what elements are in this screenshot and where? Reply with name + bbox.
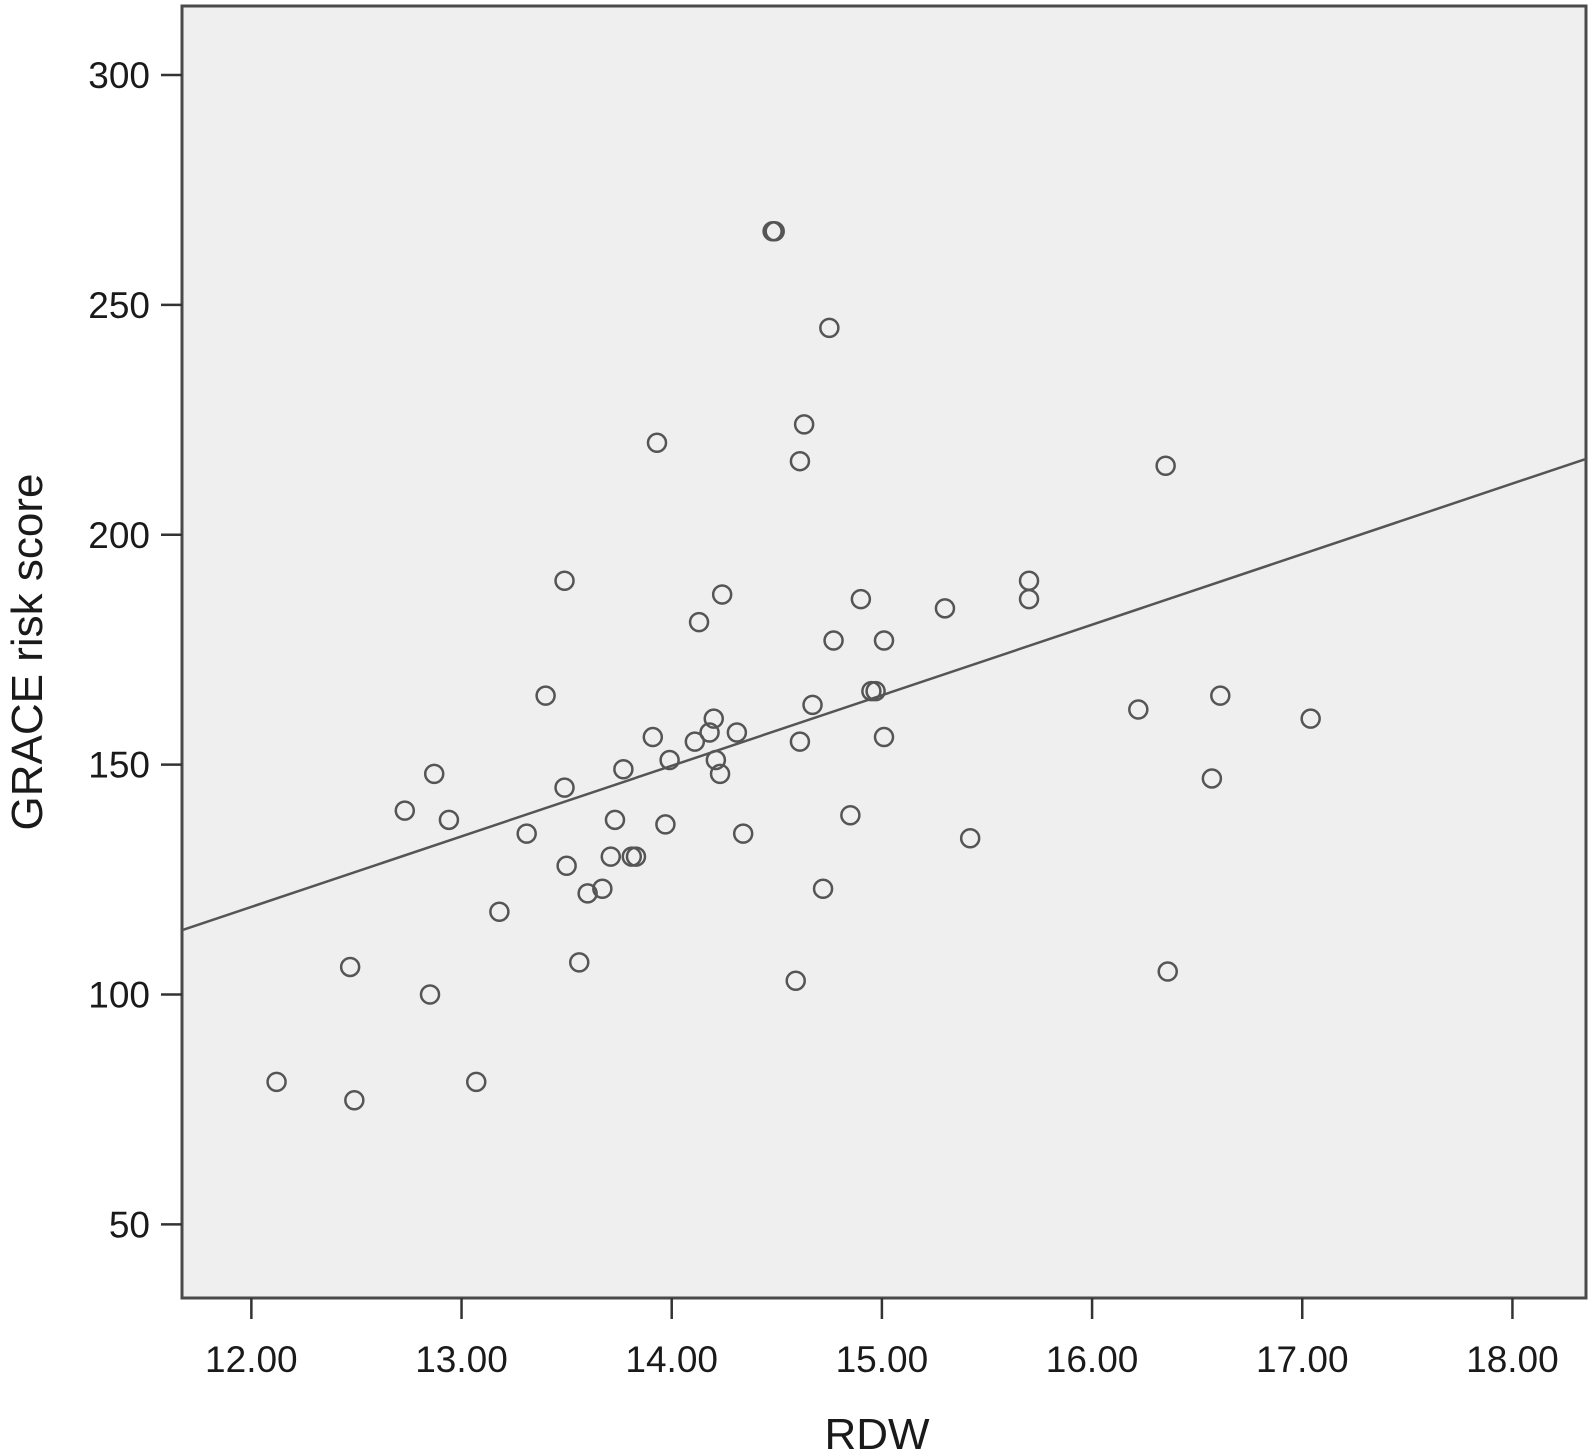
y-tick-label: 250 — [88, 285, 150, 326]
scatter-point — [705, 749, 727, 771]
scatter-point — [489, 901, 510, 923]
scatter-point — [840, 804, 861, 826]
scatter-point — [655, 814, 676, 835]
y-tick-label: 200 — [88, 515, 150, 556]
scatter-point — [732, 823, 754, 844]
scatter-point — [789, 731, 811, 752]
scatter-point — [684, 731, 706, 752]
scatter-point — [873, 726, 895, 748]
scatter-point — [793, 414, 815, 435]
y-axis: 50 100 150 200 250 300 — [88, 55, 182, 1245]
scatter-point — [873, 630, 895, 651]
scatter-point — [535, 685, 556, 706]
scatter-point — [726, 722, 748, 743]
y-tick-label: 50 — [109, 1204, 150, 1245]
scatter-point — [711, 584, 733, 605]
y-tick-label: 100 — [88, 975, 150, 1016]
scatter-point — [764, 221, 785, 242]
scatter-point — [613, 758, 634, 780]
scatter-point — [709, 763, 731, 785]
scatter-point — [339, 956, 361, 978]
x-tick-label: 18.00 — [1466, 1339, 1559, 1380]
scatter-point — [865, 680, 886, 702]
scatter-point — [659, 749, 680, 771]
scatter-point — [688, 611, 710, 633]
scatter-point — [423, 763, 445, 785]
scatter-point — [802, 694, 823, 716]
scatter-point — [1300, 708, 1321, 729]
scatter-point — [823, 630, 844, 651]
scatter-point — [819, 317, 840, 339]
x-tick-label: 15.00 — [836, 1339, 929, 1380]
scatter-point — [812, 878, 834, 900]
data-points — [266, 221, 1321, 1111]
scatter-point — [419, 984, 441, 1005]
scatter-point — [789, 450, 811, 472]
scatter-point — [600, 846, 622, 867]
scatter-point — [266, 1071, 287, 1093]
scatter-point — [1155, 455, 1176, 477]
scatter-point — [516, 823, 537, 844]
scatter-point — [1128, 699, 1149, 720]
scatter-point — [959, 827, 981, 849]
scatter-point — [344, 1090, 365, 1111]
scatter-point — [625, 846, 647, 867]
scatter-point — [850, 588, 872, 610]
scatter-point — [934, 598, 956, 619]
scatter-point — [577, 883, 598, 904]
x-tick-label: 13.00 — [415, 1339, 508, 1380]
x-axis-title: RDW — [824, 1410, 930, 1456]
scatter-point — [1157, 961, 1178, 982]
x-axis: 12.00 13.00 14.00 15.00 16.00 17.00 18.00 — [205, 1298, 1559, 1380]
scatter-point — [394, 800, 416, 821]
scatter-point — [699, 722, 720, 743]
x-tick-label: 16.00 — [1046, 1339, 1139, 1380]
scatter-point — [556, 855, 577, 877]
scatter-point — [466, 1071, 487, 1093]
scatter-point — [646, 432, 668, 454]
scatter-point — [785, 970, 806, 991]
x-tick-label: 14.00 — [625, 1339, 718, 1380]
plot-area — [180, 4, 1588, 1300]
x-tick-label: 12.00 — [205, 1339, 298, 1380]
scatter-point — [1210, 685, 1231, 706]
scatter-point — [703, 708, 725, 729]
scatter-point — [642, 726, 664, 748]
y-axis-title: GRACE risk score — [3, 474, 52, 831]
scatter-point — [1018, 588, 1040, 610]
y-tick-label: 150 — [88, 745, 150, 786]
scatter-point — [568, 952, 590, 973]
scatter-point — [438, 809, 460, 831]
x-tick-label: 17.00 — [1256, 1339, 1349, 1380]
y-tick-label: 300 — [88, 55, 150, 96]
scatter-point — [604, 809, 626, 831]
scatter-point — [554, 777, 575, 798]
scatter-point — [554, 570, 575, 591]
scatter-point — [592, 878, 613, 900]
scatter-point — [1201, 768, 1223, 789]
